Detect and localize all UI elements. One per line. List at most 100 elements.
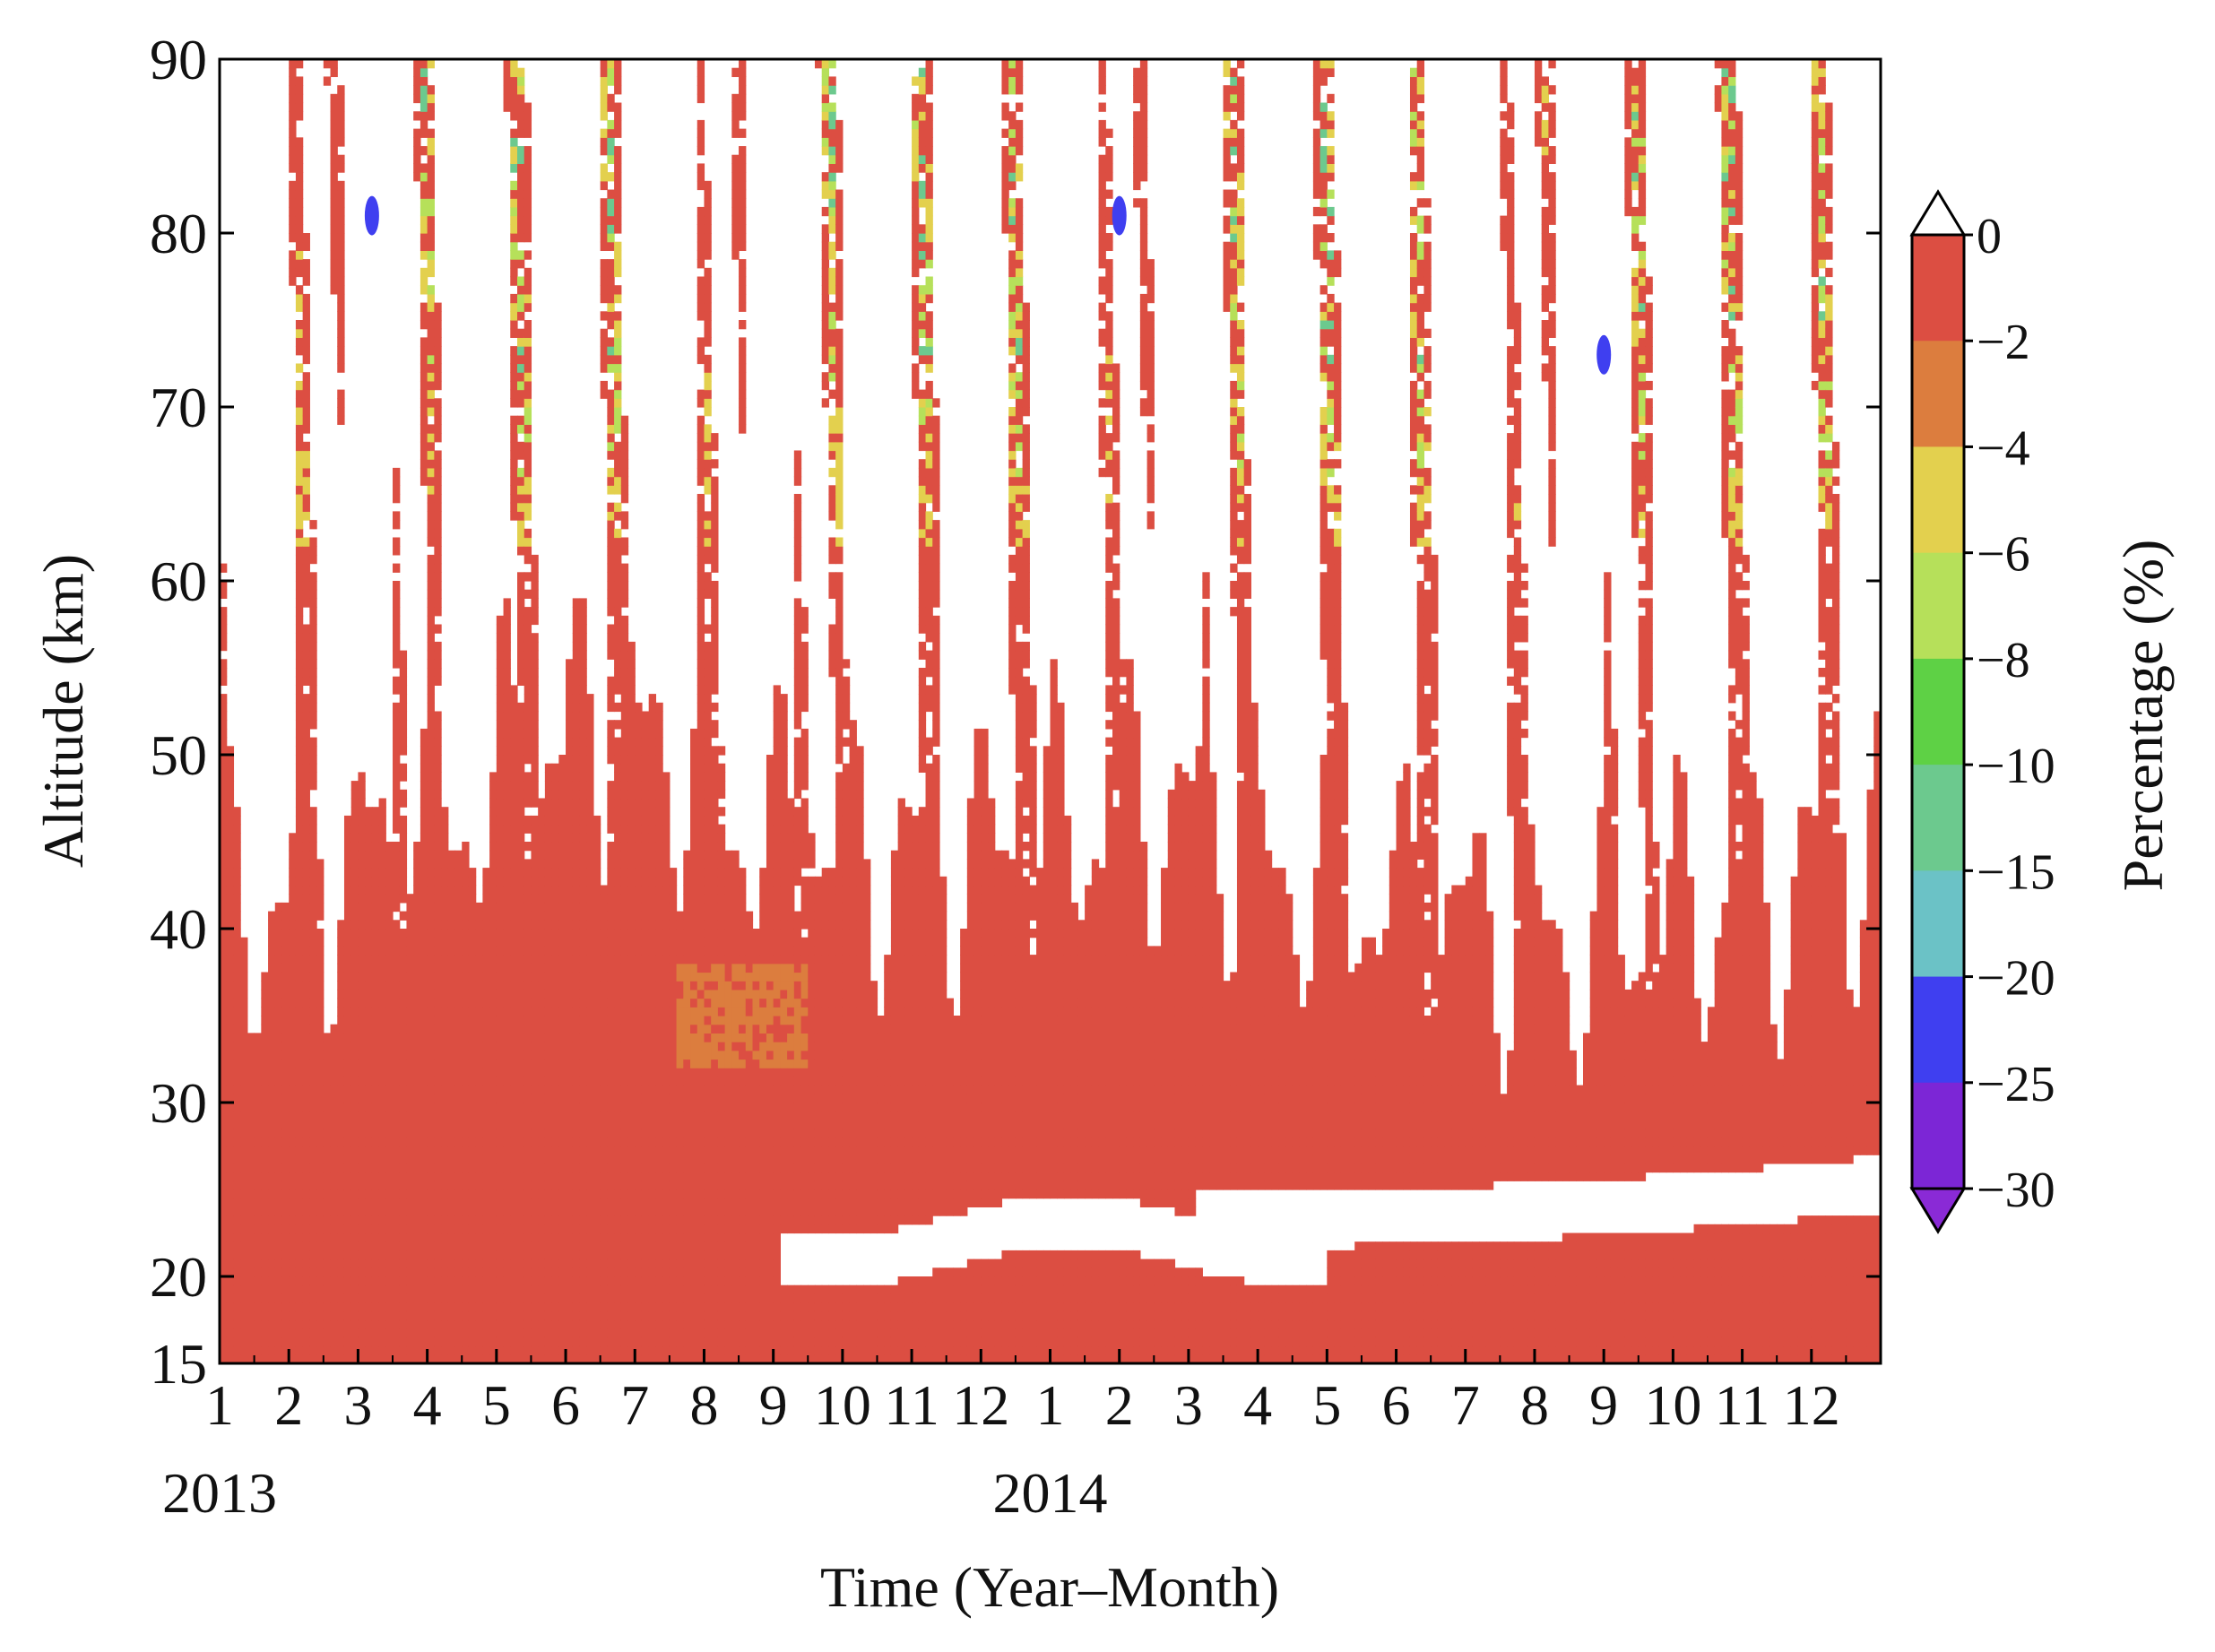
field-cell [309, 1042, 317, 1051]
field-cell [614, 320, 622, 330]
field-cell [641, 972, 650, 982]
field-cell [330, 67, 338, 77]
field-cell [337, 929, 345, 938]
field-cell [447, 1241, 456, 1251]
field-cell [475, 1224, 483, 1234]
field-cell [413, 154, 421, 164]
field-cell [531, 1189, 539, 1199]
field-cell [378, 1354, 386, 1363]
field-cell [551, 989, 559, 999]
field-cell [309, 815, 317, 826]
field-cell [475, 920, 483, 930]
field-cell [614, 293, 622, 304]
field-cell [295, 755, 304, 765]
field-cell [614, 789, 622, 800]
field-cell [399, 1007, 408, 1016]
field-cell [468, 1233, 477, 1242]
field-cell [614, 1276, 622, 1286]
field-cell [240, 1284, 248, 1294]
field-cell [427, 1215, 435, 1225]
field-cell [496, 1215, 505, 1225]
field-cell [620, 1120, 629, 1129]
field-cell [648, 963, 657, 973]
field-cell [393, 859, 401, 869]
field-cell [295, 1258, 304, 1268]
field-cell [614, 781, 622, 791]
field-cell [572, 955, 581, 964]
field-cell [475, 1250, 483, 1260]
field-cell [295, 1310, 304, 1321]
field-cell [302, 711, 310, 721]
field-cell [393, 824, 401, 834]
field-cell [365, 1250, 373, 1260]
field-cell [343, 1302, 352, 1312]
field-cell [551, 1336, 559, 1347]
field-cell [295, 476, 304, 486]
field-cell [572, 676, 581, 686]
field-cell [413, 1085, 421, 1094]
field-cell [226, 902, 235, 912]
field-cell [586, 1354, 594, 1363]
field-cell [378, 955, 386, 964]
field-cell [454, 894, 463, 904]
field-cell [566, 1267, 574, 1277]
field-cell [635, 1120, 643, 1129]
field-cell [226, 1094, 235, 1103]
field-cell [593, 842, 601, 852]
field-cell [635, 885, 643, 895]
field-cell [240, 1137, 248, 1147]
field-cell [330, 172, 338, 182]
field-cell [544, 876, 553, 887]
field-cell [309, 659, 317, 669]
field-cell [261, 1354, 269, 1363]
field-cell [447, 972, 456, 982]
field-cell [503, 1059, 511, 1068]
field-cell [579, 772, 587, 782]
field-cell [371, 885, 380, 895]
field-cell [302, 1302, 310, 1312]
field-cell [220, 1059, 228, 1068]
field-cell [648, 989, 657, 999]
field-cell [233, 1085, 241, 1094]
field-cell [343, 1094, 352, 1103]
field-cell [614, 850, 622, 860]
field-cell [302, 676, 310, 686]
field-cell [226, 920, 235, 930]
field-cell [365, 1276, 373, 1286]
field-cell [579, 807, 587, 817]
field-cell [441, 1033, 449, 1042]
field-cell [385, 937, 394, 947]
field-cell [627, 868, 636, 878]
field-cell [378, 920, 386, 930]
field-cell [586, 1033, 594, 1042]
field-cell [620, 807, 629, 817]
field-cell [365, 1354, 373, 1363]
field-cell [551, 1215, 559, 1225]
field-cell [614, 1085, 622, 1094]
field-cell [517, 1181, 525, 1190]
field-cell [655, 1111, 663, 1120]
field-cell [510, 1181, 518, 1190]
field-cell [635, 937, 643, 947]
field-cell [337, 85, 345, 95]
field-cell [496, 815, 505, 826]
field-cell [289, 946, 297, 956]
field-cell [510, 346, 518, 356]
field-cell [566, 737, 574, 747]
field-cell [503, 1293, 511, 1303]
field-cell [655, 1137, 663, 1147]
field-cell [220, 876, 228, 887]
field-cell [447, 989, 456, 999]
field-cell [462, 1007, 470, 1016]
field-cell [489, 798, 498, 808]
field-cell [614, 1293, 622, 1303]
field-cell [434, 1155, 442, 1164]
field-cell [281, 902, 290, 912]
field-cell [607, 815, 615, 826]
field-cell [510, 1050, 518, 1060]
field-cell [517, 198, 525, 208]
field-cell [220, 607, 228, 617]
field-cell [240, 1076, 248, 1086]
field-cell [330, 1085, 338, 1094]
field-cell [434, 581, 442, 591]
